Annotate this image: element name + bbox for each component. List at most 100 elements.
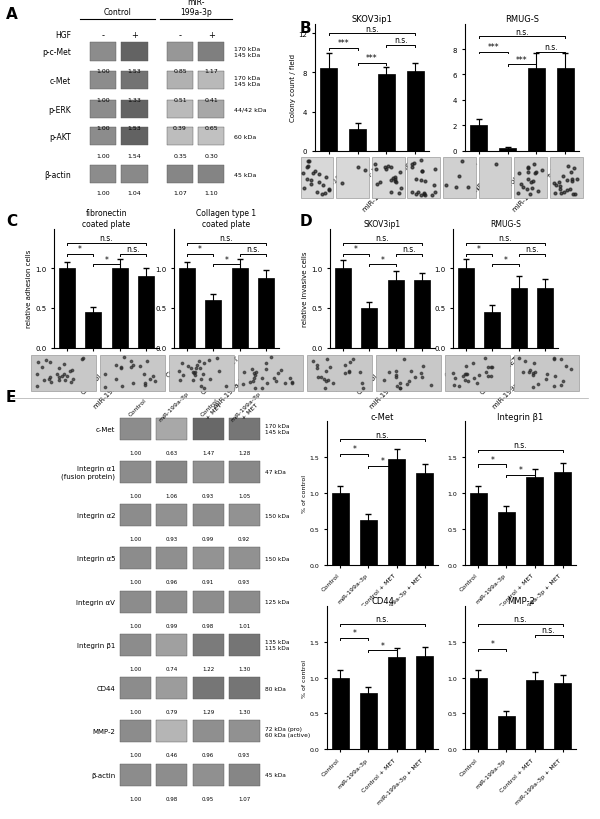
Text: 135 kDa
115 kDa: 135 kDa 115 kDa <box>265 640 289 650</box>
Text: 1.01: 1.01 <box>238 622 250 627</box>
Bar <box>538 289 553 348</box>
Point <box>419 187 429 200</box>
Bar <box>193 764 223 785</box>
Point <box>461 369 471 382</box>
Point <box>530 167 540 180</box>
Point <box>566 166 576 179</box>
Point <box>549 380 559 393</box>
Point <box>406 364 415 378</box>
Bar <box>157 634 187 656</box>
Point <box>528 368 538 381</box>
Bar <box>232 269 248 348</box>
Point <box>111 360 121 373</box>
Text: 1.00: 1.00 <box>130 622 142 627</box>
Bar <box>416 656 433 749</box>
Bar <box>229 548 260 570</box>
Text: 1.29: 1.29 <box>202 709 214 714</box>
Bar <box>349 130 366 152</box>
Bar <box>85 313 101 348</box>
Bar <box>120 461 151 483</box>
Point <box>344 365 353 378</box>
Text: p-c-Met: p-c-Met <box>42 48 71 57</box>
Point <box>54 371 64 384</box>
Point <box>128 377 137 390</box>
Point <box>325 183 334 197</box>
Point <box>523 163 533 176</box>
Point <box>345 355 355 369</box>
Bar <box>470 493 487 565</box>
Point <box>116 362 126 375</box>
Bar <box>120 764 151 785</box>
Bar <box>157 591 187 613</box>
Point <box>287 376 297 389</box>
Point <box>262 377 271 390</box>
Text: 0.74: 0.74 <box>166 666 178 671</box>
Bar <box>238 355 303 391</box>
Bar <box>120 505 151 527</box>
Point <box>430 164 439 177</box>
Point <box>353 161 363 174</box>
Point <box>463 375 473 388</box>
Point <box>194 355 203 368</box>
Bar <box>157 721 187 742</box>
Point <box>419 188 428 201</box>
Text: 1.06: 1.06 <box>166 493 178 498</box>
Point <box>395 382 404 395</box>
Point <box>528 369 538 382</box>
Text: +: + <box>131 31 138 40</box>
Bar <box>372 158 404 198</box>
Text: n.s.: n.s. <box>376 614 389 623</box>
Point <box>407 158 417 171</box>
Point <box>460 368 470 381</box>
Point <box>262 363 271 376</box>
Point <box>337 177 346 190</box>
Text: miR-
199a-3p: miR- 199a-3p <box>180 0 211 17</box>
Bar <box>332 678 349 749</box>
Point <box>116 361 125 374</box>
Text: 0.65: 0.65 <box>205 126 218 131</box>
Point <box>175 373 184 387</box>
Point <box>559 186 568 199</box>
Point <box>257 382 266 395</box>
Point <box>556 188 566 201</box>
Text: 150 kDa: 150 kDa <box>265 513 289 518</box>
Bar <box>157 505 187 527</box>
Point <box>304 156 313 169</box>
Text: n.s.: n.s. <box>100 234 113 243</box>
Point <box>528 175 538 188</box>
Bar <box>528 69 545 152</box>
Text: c-Met: c-Met <box>96 426 115 432</box>
Point <box>567 174 577 187</box>
Text: 0.51: 0.51 <box>173 97 187 102</box>
Title: SKOV3ip1: SKOV3ip1 <box>364 219 401 229</box>
Point <box>555 183 565 197</box>
Text: 0.93: 0.93 <box>238 580 250 585</box>
Point <box>60 374 70 387</box>
Text: 0.41: 0.41 <box>205 97 218 102</box>
Point <box>127 355 136 369</box>
Point <box>320 382 330 396</box>
Text: Control: Control <box>128 397 148 417</box>
Text: 0.99: 0.99 <box>166 622 178 627</box>
Point <box>427 378 436 391</box>
Bar <box>90 72 116 90</box>
Text: 1.07: 1.07 <box>173 191 187 196</box>
Point <box>371 163 380 176</box>
Text: 0.96: 0.96 <box>202 753 214 758</box>
Point <box>239 366 249 379</box>
Point <box>474 369 484 382</box>
Point <box>205 373 215 386</box>
Bar <box>416 473 433 565</box>
Text: 170 kDa
145 kDa: 170 kDa 145 kDa <box>234 47 260 58</box>
Bar <box>198 72 224 90</box>
Text: *: * <box>491 640 494 649</box>
Text: p-ERK: p-ERK <box>48 106 71 115</box>
Bar <box>90 166 116 184</box>
Point <box>549 177 559 190</box>
Point <box>221 380 230 393</box>
Bar <box>407 71 424 152</box>
Point <box>390 174 400 187</box>
Bar <box>120 548 151 570</box>
Point <box>313 360 322 373</box>
Text: ***: *** <box>516 56 528 65</box>
